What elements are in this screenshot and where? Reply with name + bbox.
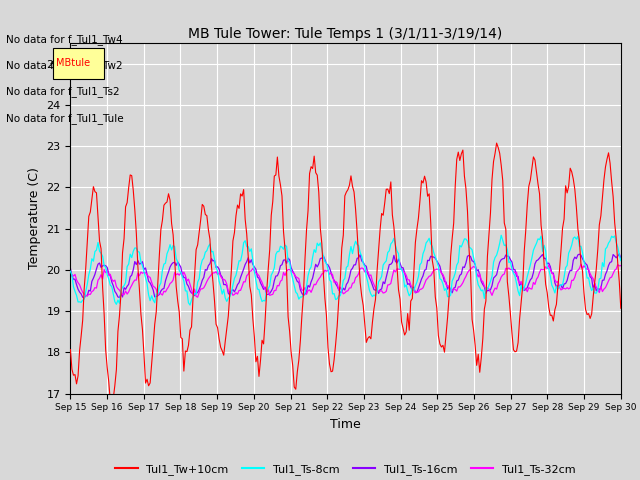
X-axis label: Time: Time bbox=[330, 418, 361, 431]
Text: MBtule: MBtule bbox=[56, 58, 90, 68]
Text: No data for f_Tul1_Ts2: No data for f_Tul1_Ts2 bbox=[6, 86, 120, 97]
Title: MB Tule Tower: Tule Temps 1 (3/1/11-3/19/14): MB Tule Tower: Tule Temps 1 (3/1/11-3/19… bbox=[188, 27, 503, 41]
Legend: Tul1_Tw+10cm, Tul1_Ts-8cm, Tul1_Ts-16cm, Tul1_Ts-32cm: Tul1_Tw+10cm, Tul1_Ts-8cm, Tul1_Ts-16cm,… bbox=[111, 459, 580, 479]
Text: No data for f_Tul1_Tw4: No data for f_Tul1_Tw4 bbox=[6, 34, 123, 45]
Text: No data for f_Tul1_Tule: No data for f_Tul1_Tule bbox=[6, 113, 124, 124]
Y-axis label: Temperature (C): Temperature (C) bbox=[28, 168, 41, 269]
Text: No data for f_Tul1_Tw2: No data for f_Tul1_Tw2 bbox=[6, 60, 123, 71]
